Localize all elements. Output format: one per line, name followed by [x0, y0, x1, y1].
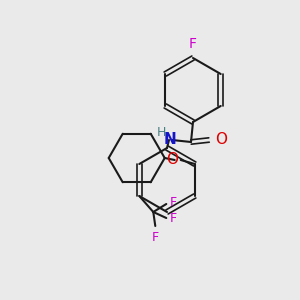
Text: F: F	[152, 231, 159, 244]
Text: F: F	[169, 212, 176, 224]
Text: F: F	[169, 196, 176, 209]
Text: H: H	[156, 127, 166, 140]
Text: F: F	[189, 37, 197, 51]
Text: O: O	[166, 152, 178, 166]
Text: N: N	[164, 131, 176, 146]
Text: O: O	[215, 133, 227, 148]
